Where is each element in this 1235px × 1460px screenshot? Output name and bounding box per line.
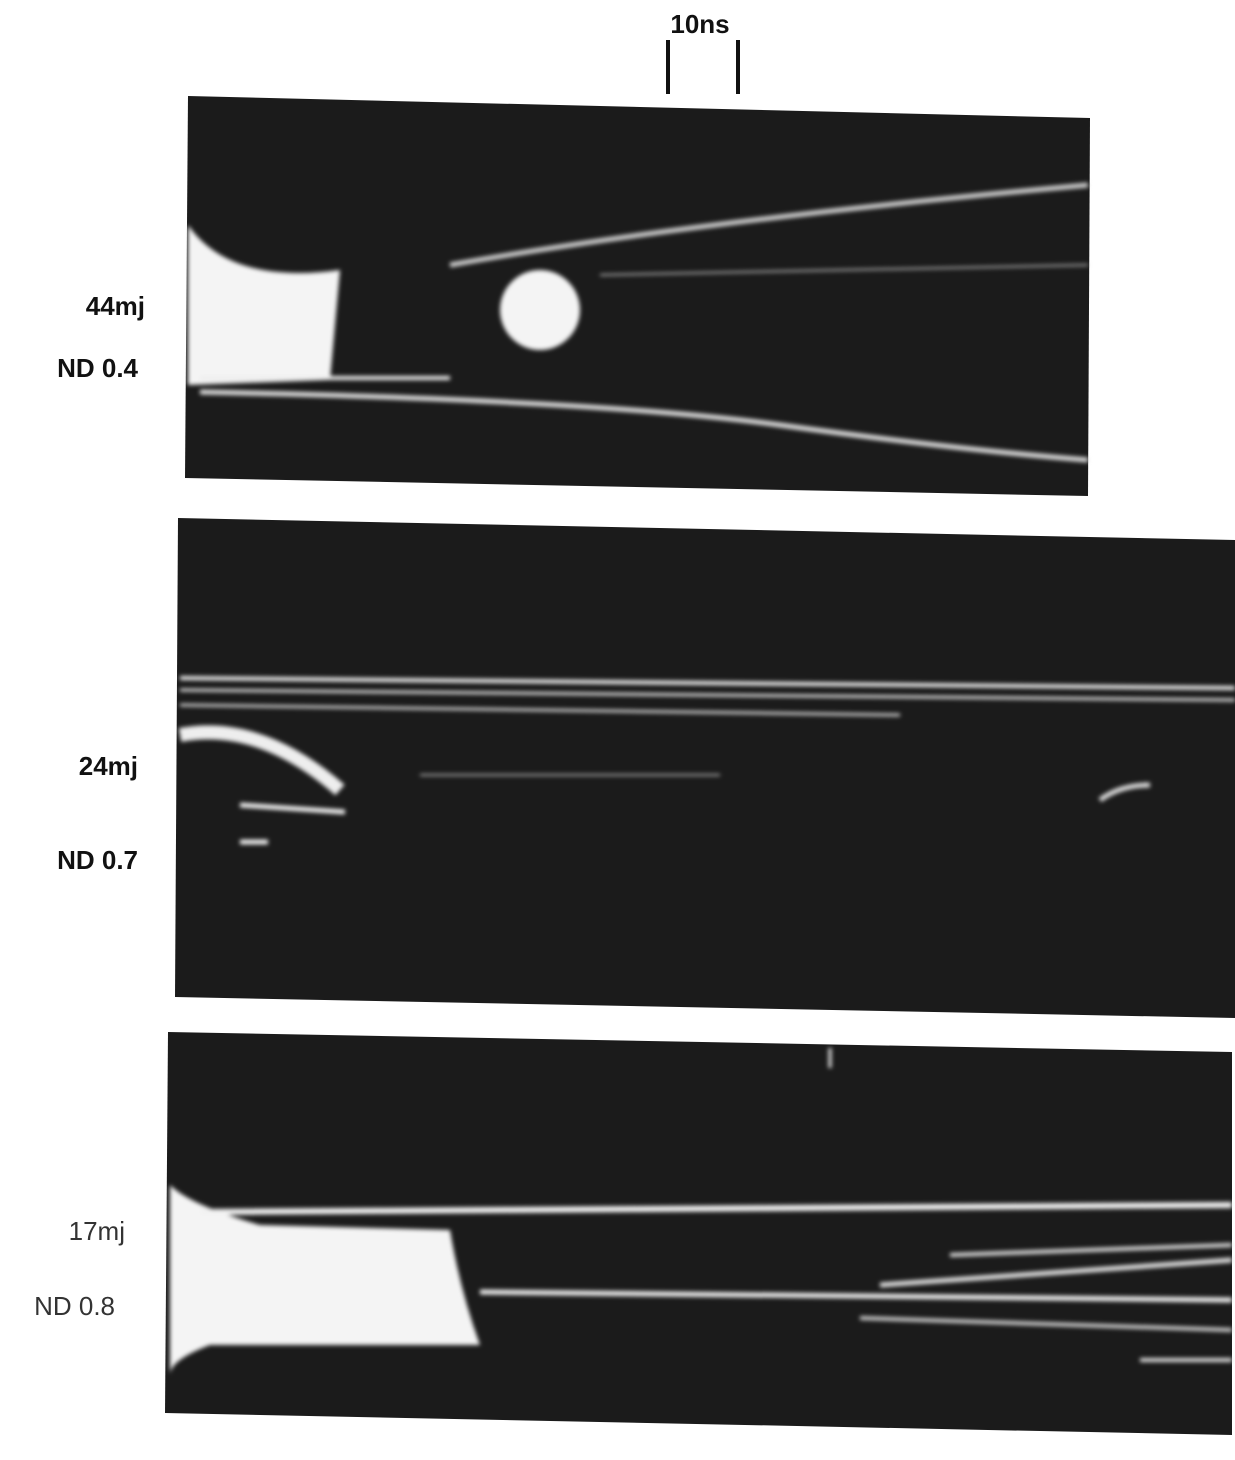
streak [599, 264, 1089, 276]
streak [879, 1257, 1233, 1288]
streak [859, 1316, 1233, 1332]
streak-panel [185, 96, 1090, 496]
streak [449, 182, 1089, 268]
streak [178, 725, 345, 796]
streak [179, 703, 901, 717]
streak [179, 688, 1235, 702]
filter-label: ND 0.8 [34, 1291, 115, 1321]
streak-panel [175, 518, 1235, 1018]
streak [188, 225, 340, 385]
streak [1098, 782, 1151, 803]
streak [239, 802, 346, 815]
streak-panel [165, 1032, 1233, 1435]
streak [179, 676, 1235, 690]
streak [949, 1243, 1233, 1257]
energy-label: 24mj [79, 751, 138, 781]
filter-label: ND 0.4 [57, 353, 138, 383]
energy-label: 44mj [86, 291, 145, 321]
panel-background [175, 518, 1235, 1018]
streak [170, 1185, 480, 1375]
streak [199, 1202, 1233, 1215]
filter-label: ND 0.7 [57, 845, 138, 875]
streak [479, 1289, 1233, 1303]
streak [199, 389, 1089, 463]
scale-bar-label: 10ns [670, 9, 729, 39]
streak [500, 270, 580, 350]
energy-label: 17mj [69, 1216, 125, 1246]
